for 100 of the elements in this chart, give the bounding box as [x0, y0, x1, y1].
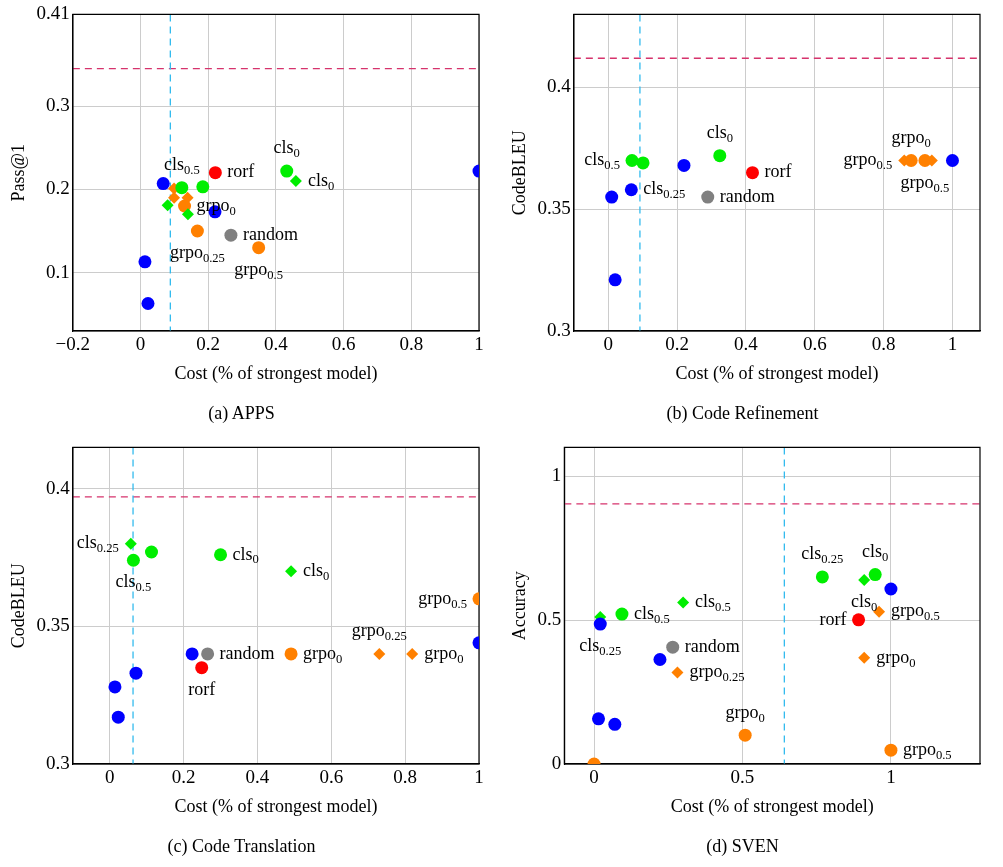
point — [201, 647, 215, 661]
point — [208, 166, 222, 180]
x-tick-label: 1 — [886, 766, 896, 788]
point — [178, 199, 192, 213]
x-tick-label: −0.2 — [55, 333, 91, 355]
point — [181, 208, 194, 221]
x-tick-label: 0.2 — [196, 333, 221, 355]
x-axis-title: Cost (% of strongest model) — [174, 363, 378, 385]
point — [653, 653, 667, 667]
y-tick-label: 0.4 — [547, 75, 572, 97]
point — [280, 164, 294, 178]
point — [214, 548, 228, 562]
text: (b) Code Refinement — [666, 402, 819, 424]
point — [196, 180, 210, 194]
text: (c) Code Translation — [167, 835, 316, 857]
x-tick-label: 0.4 — [734, 333, 759, 355]
y-tick-label: 0.41 — [36, 2, 70, 24]
point — [195, 661, 209, 675]
x-tick-label: 0.6 — [802, 333, 827, 355]
point — [918, 154, 932, 168]
x-axis-title: Cost (% of strongest model) — [675, 363, 879, 385]
point — [945, 154, 959, 168]
point — [701, 190, 715, 204]
point — [666, 640, 680, 654]
x-tick-label: 0.5 — [730, 766, 755, 788]
x-axis-title: Cost (% of strongest model) — [670, 796, 874, 818]
point — [738, 728, 752, 742]
point — [141, 297, 155, 311]
y-tick-label: 1 — [551, 464, 562, 486]
point — [161, 199, 174, 212]
x-tick-label: 0.8 — [871, 333, 896, 355]
y-tick-label: 0.35 — [36, 614, 70, 636]
point — [677, 158, 691, 172]
point — [185, 647, 199, 661]
point — [868, 568, 882, 582]
point — [605, 190, 619, 204]
point — [175, 181, 189, 195]
y-axis-title: Pass@1 — [7, 143, 28, 202]
annotation: random — [684, 635, 740, 656]
x-tick-label: 0 — [105, 766, 115, 788]
point — [252, 241, 266, 255]
annotation: rorf — [819, 608, 847, 629]
point — [593, 617, 607, 631]
x-tick-label: 0.2 — [665, 333, 689, 355]
point — [126, 553, 140, 567]
point — [129, 666, 143, 680]
x-tick-label: 1 — [474, 766, 484, 788]
point — [591, 712, 605, 726]
x-tick-label: 1 — [474, 333, 484, 355]
annotation: rorf — [764, 161, 792, 182]
point — [190, 224, 204, 238]
x-tick-label: 0 — [135, 333, 146, 355]
x-tick-label: 0 — [589, 766, 599, 788]
point — [608, 273, 622, 287]
y-tick-label: 0.5 — [537, 608, 562, 630]
y-tick-label: 0 — [551, 751, 562, 773]
x-tick-label: 0.6 — [331, 333, 356, 355]
x-tick-label: 0.4 — [245, 766, 270, 788]
point — [124, 537, 137, 550]
point — [884, 743, 898, 757]
point — [615, 607, 629, 621]
point — [145, 545, 158, 559]
annotation: rorf — [188, 678, 216, 699]
x-tick-label: 0.8 — [393, 766, 418, 788]
point — [156, 177, 170, 191]
point — [108, 680, 122, 694]
point — [224, 228, 238, 242]
point — [608, 717, 622, 731]
point — [884, 582, 898, 596]
point — [285, 565, 298, 578]
y-tick-label: 0.1 — [46, 260, 70, 282]
x-axis-title: Cost (% of strongest model) — [174, 796, 378, 818]
point — [713, 149, 727, 163]
y-tick-label: 0.3 — [46, 751, 70, 773]
y-tick-label: 0.3 — [547, 318, 571, 340]
y-tick-label: 0.3 — [46, 94, 70, 116]
point — [904, 154, 918, 168]
annotation: random — [242, 223, 298, 244]
y-axis-title: CodeBLEU — [7, 563, 28, 649]
point — [815, 570, 829, 584]
annotation: random — [219, 642, 275, 663]
x-tick-label: 0 — [603, 333, 614, 355]
y-tick-label: 0.2 — [46, 177, 70, 199]
point — [625, 154, 639, 168]
point — [111, 710, 125, 724]
point — [138, 255, 152, 269]
point — [406, 647, 419, 660]
point — [858, 574, 871, 587]
point — [858, 651, 871, 664]
text: (d) SVEN — [706, 835, 779, 857]
text: (a) APPS — [208, 402, 275, 424]
point — [745, 166, 759, 180]
point — [636, 156, 650, 170]
x-tick-label: 0.4 — [264, 333, 289, 355]
annotation: rorf — [227, 161, 255, 182]
point — [852, 613, 866, 627]
annotation: random — [719, 185, 775, 206]
y-tick-label: 0.35 — [537, 197, 571, 219]
point — [677, 596, 690, 609]
point — [671, 666, 684, 679]
